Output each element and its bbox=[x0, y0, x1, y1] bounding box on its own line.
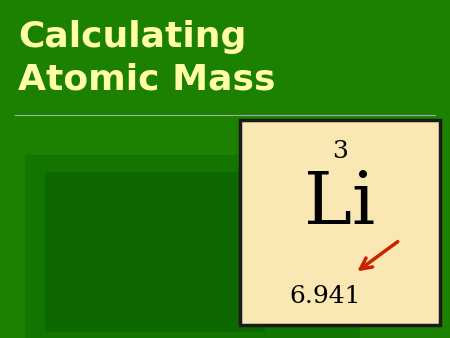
Bar bbox=[25, 155, 360, 338]
Text: 6.941: 6.941 bbox=[289, 285, 361, 308]
Bar bbox=[45, 172, 265, 332]
Text: Atomic Mass: Atomic Mass bbox=[18, 62, 275, 96]
Text: Li: Li bbox=[305, 168, 376, 239]
Text: 3: 3 bbox=[332, 140, 348, 163]
Text: Calculating: Calculating bbox=[18, 20, 247, 54]
Bar bbox=[240, 120, 440, 325]
